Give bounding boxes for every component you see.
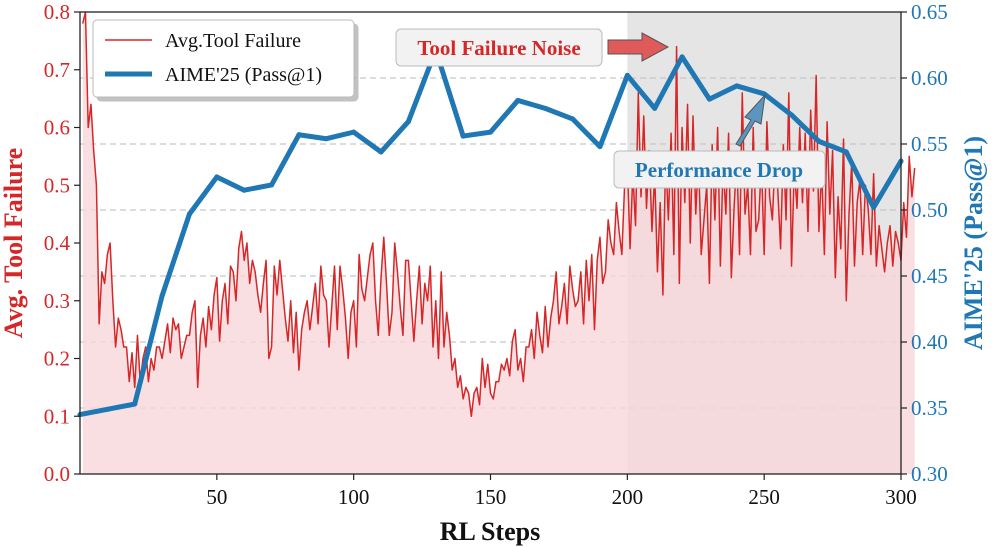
left-tick-label: 0.1 xyxy=(44,404,70,428)
left-tick-label: 0.3 xyxy=(44,289,70,313)
aime-point-70 xyxy=(269,182,275,188)
aime-point-260 xyxy=(789,112,795,118)
right-tick-label: 0.50 xyxy=(911,198,948,222)
left-tick-label: 0.6 xyxy=(44,116,70,140)
left-tick-label: 0.8 xyxy=(44,0,70,24)
aime-point-140 xyxy=(460,133,466,139)
annotation-noise-arrow xyxy=(607,32,670,62)
aime-point-290 xyxy=(871,204,877,210)
aime-point-110 xyxy=(378,149,384,155)
annotation-noise-text: Tool Failure Noise xyxy=(417,36,580,60)
aime-point-50 xyxy=(214,174,220,180)
aime-point-280 xyxy=(843,149,849,155)
aime-point-210 xyxy=(652,105,658,111)
left-axis-ticks: 0.0 0.1 0.2 0.3 0.4 0.5 0.6 0.7 0.8 xyxy=(44,0,80,486)
aime-point-100 xyxy=(351,129,357,135)
right-axis-ticks: 0.30 0.35 0.40 0.45 0.50 0.55 0.60 0.65 xyxy=(901,0,948,486)
left-tick-label: 0.0 xyxy=(44,462,70,486)
aime-point-120 xyxy=(405,119,411,125)
aime-point-20 xyxy=(132,401,138,407)
x-tick-label: 50 xyxy=(206,485,227,509)
right-tick-label: 0.40 xyxy=(911,330,948,354)
annotation-tool-failure-noise: Tool Failure Noise xyxy=(395,28,670,67)
x-axis-ticks: 50 100 150 200 250 300 xyxy=(206,474,917,509)
aime-point-190 xyxy=(597,144,603,150)
aime-point-60 xyxy=(241,187,247,193)
aime-point-200 xyxy=(624,72,630,78)
annotation-drop-text: Performance Drop xyxy=(635,158,803,182)
annotation-performance-drop: Performance Drop xyxy=(613,93,826,189)
x-tick-label: 150 xyxy=(475,485,507,509)
aime-point-150 xyxy=(488,129,493,135)
aime-point-90 xyxy=(323,136,329,142)
right-tick-label: 0.30 xyxy=(911,462,948,486)
aime-point-230 xyxy=(706,96,712,102)
right-tick-label: 0.45 xyxy=(911,264,948,288)
right-axis-title: AIME'25 (Pass@1) xyxy=(959,136,988,350)
left-tick-label: 0.2 xyxy=(44,347,70,371)
aime-point-160 xyxy=(515,97,521,103)
x-axis-title: RL Steps xyxy=(440,517,540,546)
left-tick-label: 0.4 xyxy=(44,231,71,255)
legend-aime-label: AIME'25 (Pass@1) xyxy=(165,64,322,86)
aime-point-40 xyxy=(186,211,192,217)
legend-box xyxy=(92,19,355,98)
right-tick-label: 0.35 xyxy=(911,396,948,420)
annotation-noise-box xyxy=(395,28,603,67)
aime-points xyxy=(77,47,904,418)
aime-point-240 xyxy=(734,83,740,89)
x-tick-label: 300 xyxy=(885,485,917,509)
aime-point-10 xyxy=(104,406,110,412)
left-tick-label: 0.7 xyxy=(44,58,70,82)
legend: Avg.Tool Failure AIME'25 (Pass@1) xyxy=(92,19,355,98)
annotation-drop-box xyxy=(613,150,826,189)
left-axis-title: Avg. Tool Failure xyxy=(0,148,28,338)
legend-failure-label: Avg.Tool Failure xyxy=(165,30,301,52)
x-tick-label: 100 xyxy=(338,485,370,509)
x-tick-label: 200 xyxy=(612,485,644,509)
tool-failure-area xyxy=(82,12,915,474)
right-tick-label: 0.65 xyxy=(911,0,948,24)
aime-point-80 xyxy=(296,132,302,138)
aime-point-270 xyxy=(816,138,822,144)
x-tick-label: 250 xyxy=(748,485,780,509)
left-tick-label: 0.5 xyxy=(44,173,70,197)
right-tick-label: 0.60 xyxy=(911,66,948,90)
right-tick-label: 0.55 xyxy=(911,132,948,156)
aime-point-170 xyxy=(542,105,548,111)
aime-point-30 xyxy=(159,293,165,299)
annotation-drop-arrow xyxy=(735,93,766,147)
aime-point-180 xyxy=(570,116,576,122)
aime-point-220 xyxy=(679,54,685,60)
